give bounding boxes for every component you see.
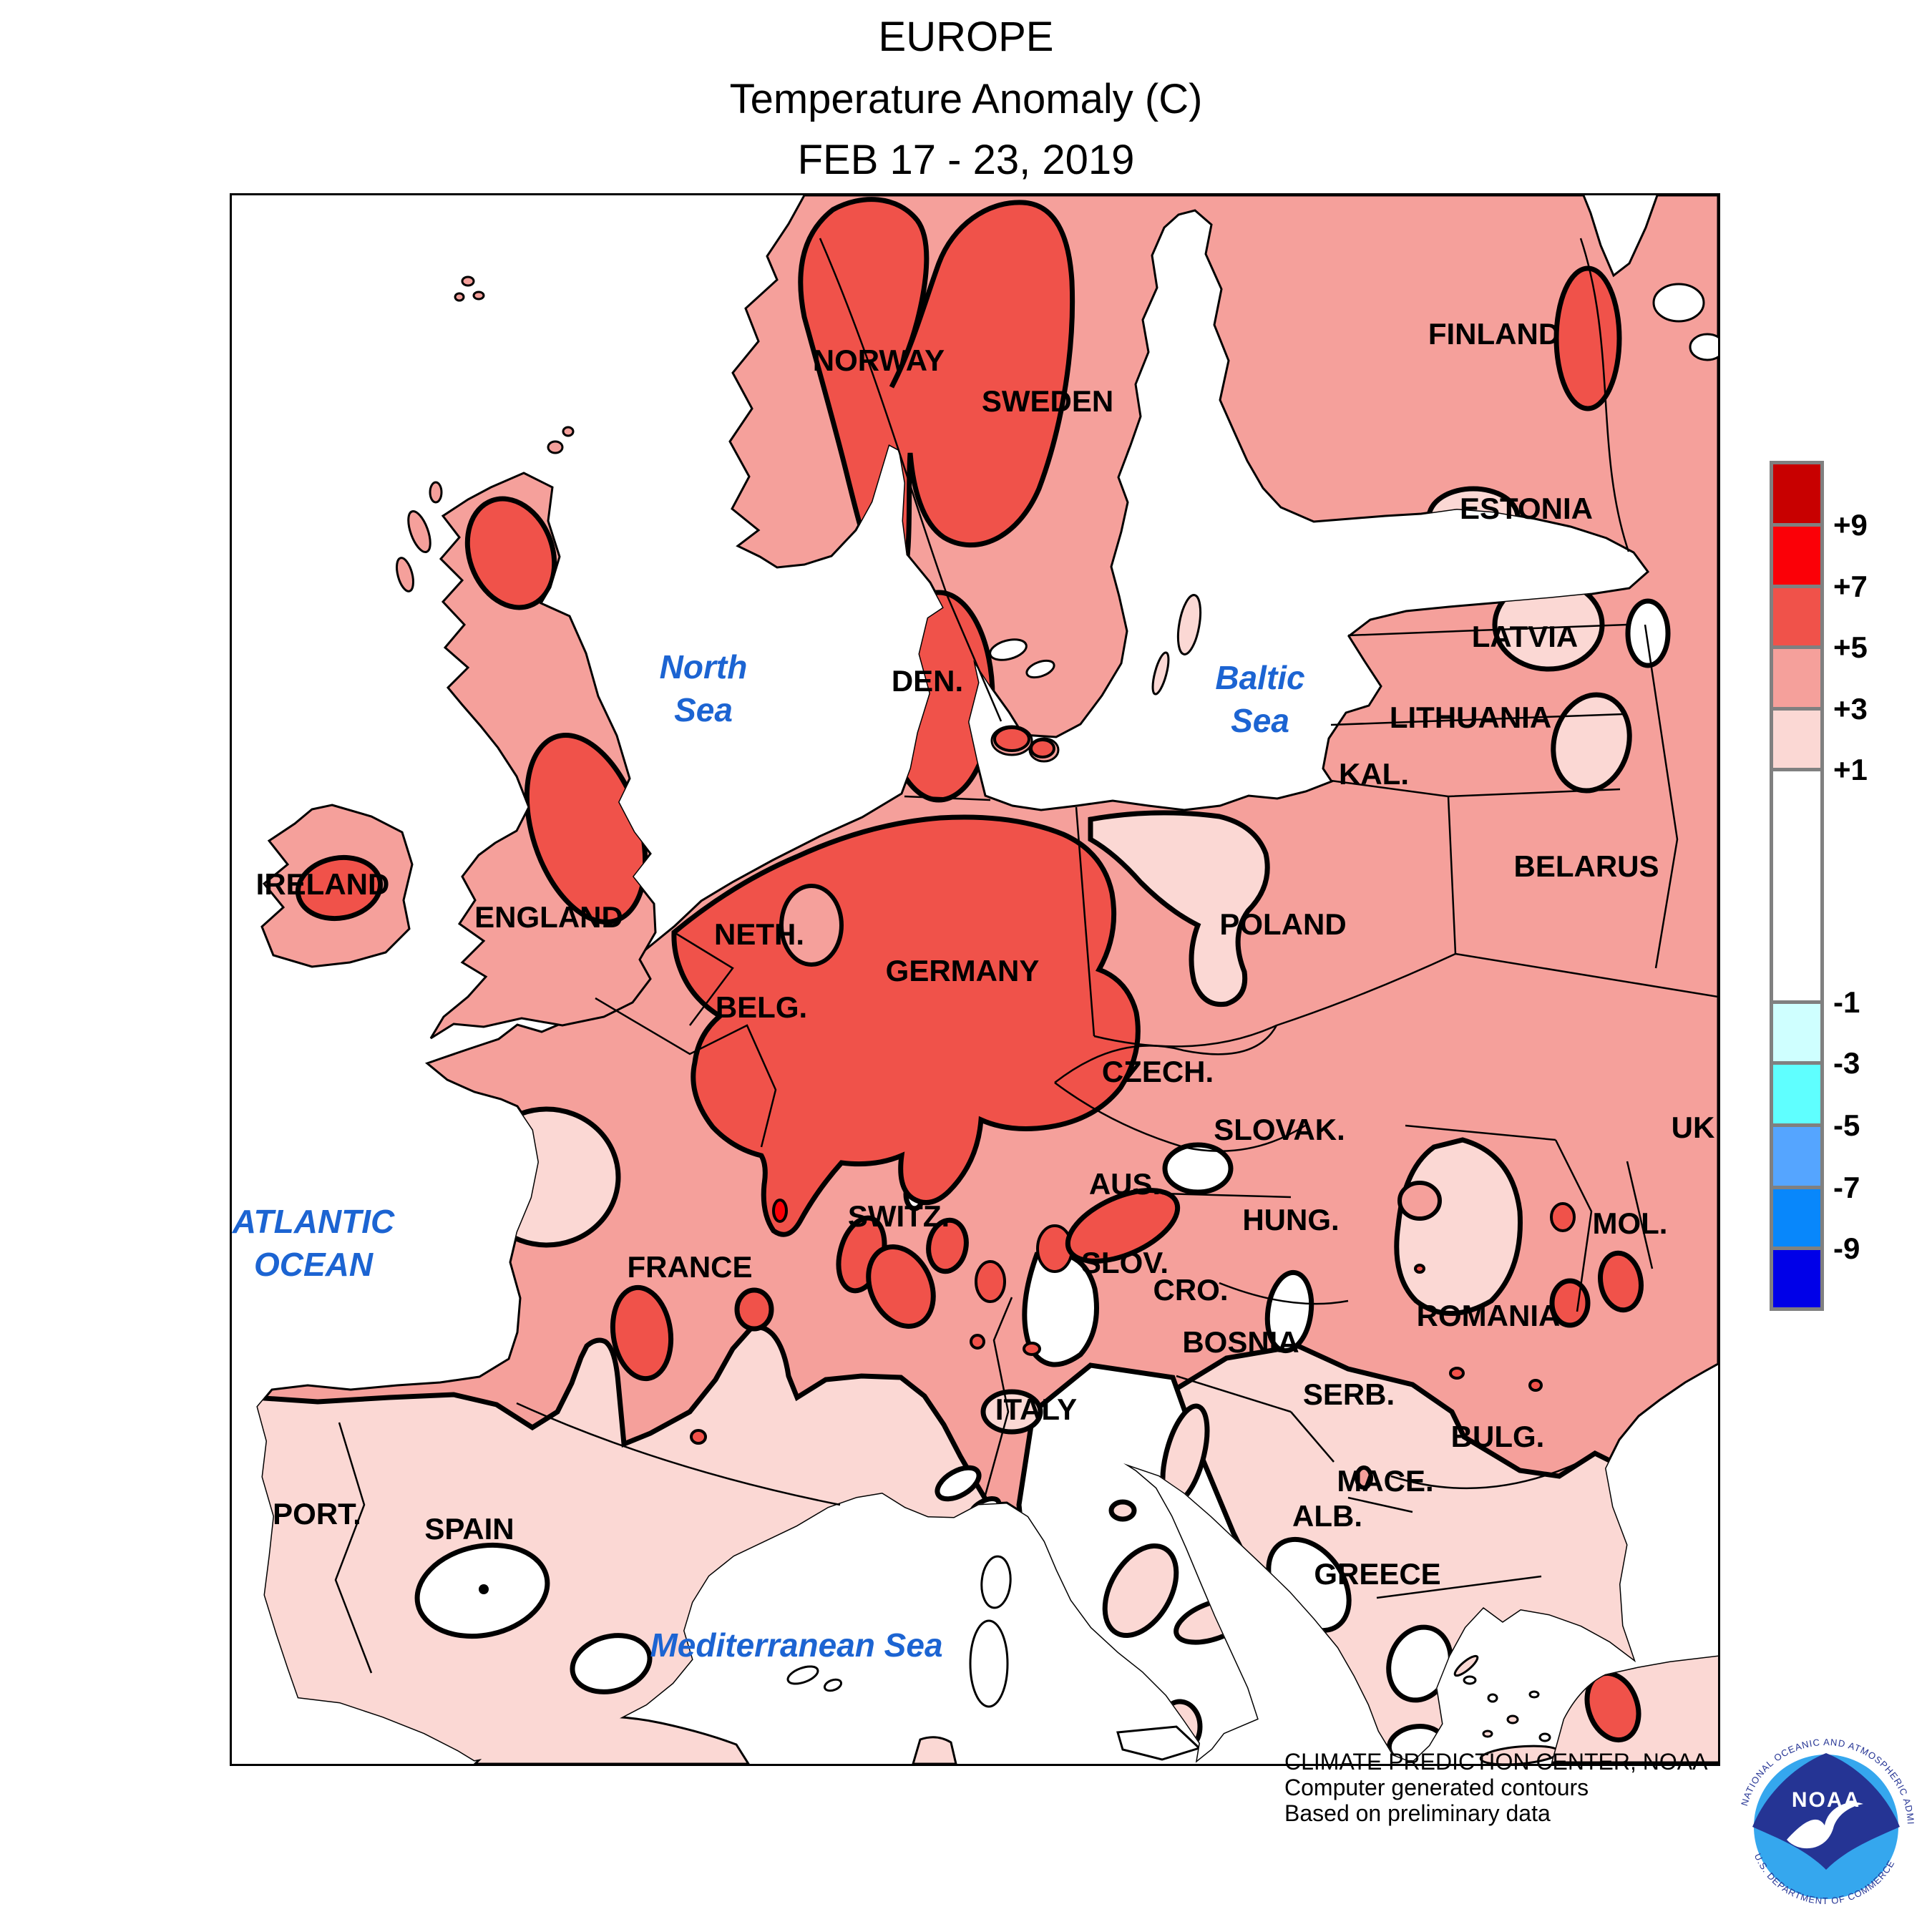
credits-block: CLIMATE PREDICTION CENTER, NOAA Computer… bbox=[1284, 1749, 1707, 1826]
legend-cell-10 bbox=[1773, 1250, 1820, 1307]
legend-cell-3 bbox=[1773, 649, 1820, 707]
country-label-finland: FINLAND bbox=[1428, 317, 1560, 351]
country-label-cro-: CRO. bbox=[1153, 1273, 1229, 1307]
country-label-bosnia: BOSNIA bbox=[1182, 1325, 1299, 1359]
legend-tick-+1: +1 bbox=[1833, 753, 1868, 786]
country-label-hung-: HUNG. bbox=[1242, 1203, 1339, 1236]
sea-label-baltic: Baltic bbox=[1215, 659, 1304, 696]
country-label-slovak-: SLOVAK. bbox=[1214, 1113, 1345, 1146]
country-label-czech-: CZECH. bbox=[1102, 1055, 1214, 1088]
sea-labels: North Sea Baltic Sea ATLANTIC OCEAN Mediterran… bbox=[232, 648, 1305, 1664]
sea-label-sea: Sea bbox=[674, 691, 733, 728]
country-label-italy: ITALY bbox=[995, 1392, 1077, 1426]
sea-label-north: North bbox=[660, 648, 748, 686]
country-label-bulg-: BULG. bbox=[1451, 1420, 1545, 1453]
noaa-logo-seagull bbox=[1787, 1802, 1863, 1849]
country-label-estonia: ESTONIA bbox=[1460, 492, 1593, 525]
country-label-norway: NORWAY bbox=[813, 343, 945, 377]
legend-cell-5 bbox=[1773, 771, 1820, 1000]
country-label-lithuania: LITHUANIA bbox=[1390, 701, 1551, 734]
country-label-england: ENGLAND bbox=[474, 900, 623, 934]
legend-cell-0 bbox=[1773, 464, 1820, 523]
country-label-uk: UK bbox=[1672, 1111, 1715, 1144]
legend-tick-+7: +7 bbox=[1833, 570, 1868, 603]
sea-label-sea: Sea bbox=[1231, 702, 1289, 739]
map-date-range: FEB 17 - 23, 2019 bbox=[797, 137, 1135, 183]
country-label-greece: GREECE bbox=[1314, 1557, 1440, 1591]
country-label-ireland: IRELAND bbox=[256, 867, 390, 901]
country-label-poland: POLAND bbox=[1219, 907, 1346, 941]
credits-line3: Based on preliminary data bbox=[1284, 1800, 1551, 1826]
credits-line2: Computer generated contours bbox=[1284, 1775, 1589, 1800]
country-label-sweden: SWEDEN bbox=[982, 384, 1113, 418]
country-label-aus-: AUS. bbox=[1089, 1167, 1161, 1201]
legend-tick--7: -7 bbox=[1833, 1171, 1860, 1204]
legend-colorbar bbox=[1770, 461, 1824, 1311]
country-label-romania: ROMANIA bbox=[1417, 1299, 1561, 1332]
country-label-den-: DEN. bbox=[892, 664, 963, 698]
sea-label-atlantic: ATLANTIC bbox=[232, 1203, 395, 1240]
country-label-mace-: MACE. bbox=[1337, 1464, 1433, 1498]
country-label-switz-: SWITZ. bbox=[848, 1199, 950, 1233]
country-label-france: FRANCE bbox=[628, 1250, 753, 1284]
legend-cell-6 bbox=[1773, 1004, 1820, 1061]
country-label-latvia: LATVIA bbox=[1472, 620, 1579, 653]
country-label-neth-: NETH. bbox=[714, 917, 804, 951]
legend-cell-9 bbox=[1773, 1189, 1820, 1246]
country-label-germany: GERMANY bbox=[886, 954, 1040, 987]
country-label-spain: SPAIN bbox=[424, 1512, 514, 1546]
legend-cell-1 bbox=[1773, 527, 1820, 585]
europe-anomaly-map: NORWAY SWEDEN FINLAND ESTONIA LATVIA LITHUANI… bbox=[230, 193, 1720, 1766]
country-label-slov-: SLOV. bbox=[1081, 1246, 1169, 1279]
legend-tick--3: -3 bbox=[1833, 1046, 1860, 1080]
legend-tick-+5: +5 bbox=[1833, 630, 1868, 664]
legend-cell-4 bbox=[1773, 711, 1820, 768]
legend-tick--1: -1 bbox=[1833, 985, 1860, 1019]
map-subtitle: Temperature Anomaly (C) bbox=[729, 76, 1203, 122]
country-label-belg-: BELG. bbox=[716, 990, 807, 1024]
country-label-belarus: BELARUS bbox=[1513, 849, 1659, 883]
legend-cell-8 bbox=[1773, 1127, 1820, 1186]
legend-tick--9: -9 bbox=[1833, 1231, 1860, 1265]
map-title: EUROPE bbox=[878, 14, 1054, 60]
legend-cell-7 bbox=[1773, 1065, 1820, 1123]
country-label-alb-: ALB. bbox=[1292, 1499, 1362, 1533]
sea-label-mediterranean-sea: Mediterranean Sea bbox=[650, 1626, 942, 1664]
sea-label-ocean: OCEAN bbox=[254, 1246, 374, 1283]
country-labels: NORWAY SWEDEN FINLAND ESTONIA LATVIA LITHUANI… bbox=[256, 317, 1715, 1591]
credits-line1: CLIMATE PREDICTION CENTER, NOAA bbox=[1284, 1749, 1708, 1775]
legend-tick-+9: +9 bbox=[1833, 508, 1868, 542]
country-label-kal-: KAL. bbox=[1339, 757, 1409, 791]
country-borders bbox=[334, 238, 1718, 1674]
legend-tick-+3: +3 bbox=[1833, 692, 1868, 726]
country-label-port-: PORT. bbox=[273, 1497, 361, 1531]
country-label-serb-: SERB. bbox=[1303, 1377, 1395, 1411]
noaa-logo: NOAA NATIONAL OCEANIC AND ATMOSPHERIC AD… bbox=[1730, 1727, 1918, 1922]
legend-tick--5: -5 bbox=[1833, 1108, 1860, 1142]
country-label-mol-: MOL. bbox=[1593, 1206, 1668, 1240]
legend-cell-2 bbox=[1773, 588, 1820, 645]
